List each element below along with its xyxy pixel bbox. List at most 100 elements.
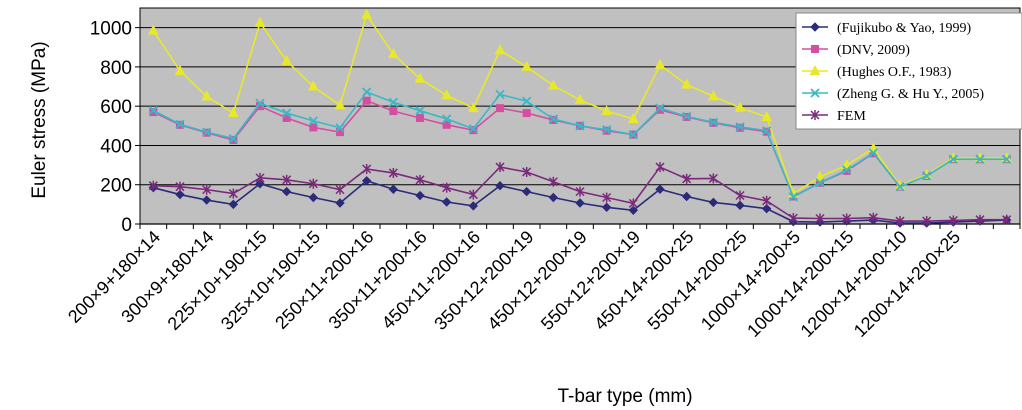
data-point [495, 181, 505, 191]
data-point [281, 54, 292, 66]
marker-stroke [708, 117, 718, 127]
series-layer [148, 8, 1012, 228]
data-point [522, 166, 532, 177]
data-point [468, 189, 478, 200]
data-point [815, 213, 825, 224]
x-tick-label: 325×10+190×15 [217, 227, 324, 334]
data-point [362, 96, 371, 105]
data-point [602, 125, 612, 135]
data-point [308, 116, 318, 126]
data-point [415, 190, 425, 201]
y-tick-label: 1000 [90, 19, 132, 40]
data-point [254, 16, 266, 27]
data-point [734, 101, 746, 112]
marker-stroke [255, 98, 265, 108]
data-point [148, 105, 158, 116]
marker-stroke [175, 119, 185, 129]
data-point [148, 24, 159, 35]
data-point [895, 216, 905, 227]
legend-marker [810, 88, 820, 98]
y-axis-ticks: 0 200 400 600 800 1000 [90, 19, 140, 236]
data-point [948, 215, 958, 226]
data-point [174, 64, 186, 75]
x-tick-label: 350×12+200×19 [430, 227, 537, 334]
data-point [735, 122, 745, 132]
data-point [414, 72, 426, 83]
data-point [522, 109, 531, 118]
marker-stroke [202, 127, 212, 137]
marker-stroke [575, 121, 585, 131]
marker-stroke [282, 108, 292, 118]
data-point [496, 104, 504, 113]
y-tick-label: 200 [100, 176, 132, 197]
marker-stroke [895, 182, 905, 192]
data-point [575, 121, 585, 131]
y-axis-title: Euler stress (MPa) [29, 41, 50, 198]
data-point [229, 135, 238, 144]
data-point [708, 117, 718, 127]
data-point [228, 106, 239, 118]
data-point [575, 186, 585, 197]
data-point [388, 184, 399, 194]
data-point [388, 167, 398, 178]
data-point [575, 198, 585, 208]
x-axis-ticks: 200×9+180×14300×9+180×14225×10+190×15325… [64, 224, 1021, 341]
x-tick-label: 450×11+200×16 [378, 227, 484, 333]
data-point [388, 48, 399, 59]
data-point [282, 174, 292, 185]
data-point [601, 105, 612, 116]
data-point [735, 200, 745, 211]
marker-stroke [975, 154, 985, 164]
data-point [335, 123, 345, 133]
data-point [468, 201, 479, 211]
data-point [655, 162, 665, 173]
data-point [522, 96, 532, 106]
data-point [548, 176, 558, 187]
data-point [975, 214, 985, 225]
marker-stroke [362, 87, 372, 97]
marker-stroke [335, 123, 345, 133]
data-point [334, 99, 346, 110]
marker-stroke [922, 171, 932, 181]
marker-stroke [810, 88, 820, 98]
legend-label: (Hughes O.F., 1983) [837, 65, 952, 80]
data-point [228, 133, 238, 144]
data-point [922, 216, 932, 227]
data-point [762, 195, 772, 206]
data-point [708, 173, 718, 184]
legend-marker [809, 64, 821, 75]
data-point [788, 192, 798, 202]
marker-stroke [602, 125, 612, 135]
marker-stroke [468, 124, 478, 134]
data-point [868, 148, 878, 158]
data-point [681, 78, 692, 89]
marker-stroke [815, 178, 825, 188]
data-point [602, 192, 612, 203]
data-point [761, 203, 772, 214]
data-point [175, 189, 185, 200]
data-point [255, 98, 265, 108]
data-point [335, 184, 345, 195]
data-point [494, 44, 506, 55]
data-point [655, 103, 665, 113]
x-tick-label: 250×11+200×16 [271, 227, 377, 333]
data-point [814, 170, 826, 181]
data-point [735, 190, 745, 201]
data-point [202, 184, 212, 195]
data-point [842, 213, 852, 224]
series-4 [148, 87, 1012, 202]
marker-stroke [415, 106, 425, 116]
data-point [762, 126, 772, 136]
data-point [815, 178, 825, 188]
data-point [628, 112, 639, 123]
x-tick-label: 225×10+190×15 [164, 227, 271, 334]
data-point [788, 213, 798, 224]
data-point [442, 182, 452, 193]
data-point [228, 188, 238, 199]
data-point [468, 124, 478, 134]
legend: (Fujikubo & Yao, 1999) (DNV, 2009) (Hughes… [795, 12, 1022, 130]
data-point [282, 108, 292, 118]
data-point [282, 113, 291, 122]
y-tick-label: 400 [100, 136, 132, 157]
data-point [922, 171, 932, 181]
